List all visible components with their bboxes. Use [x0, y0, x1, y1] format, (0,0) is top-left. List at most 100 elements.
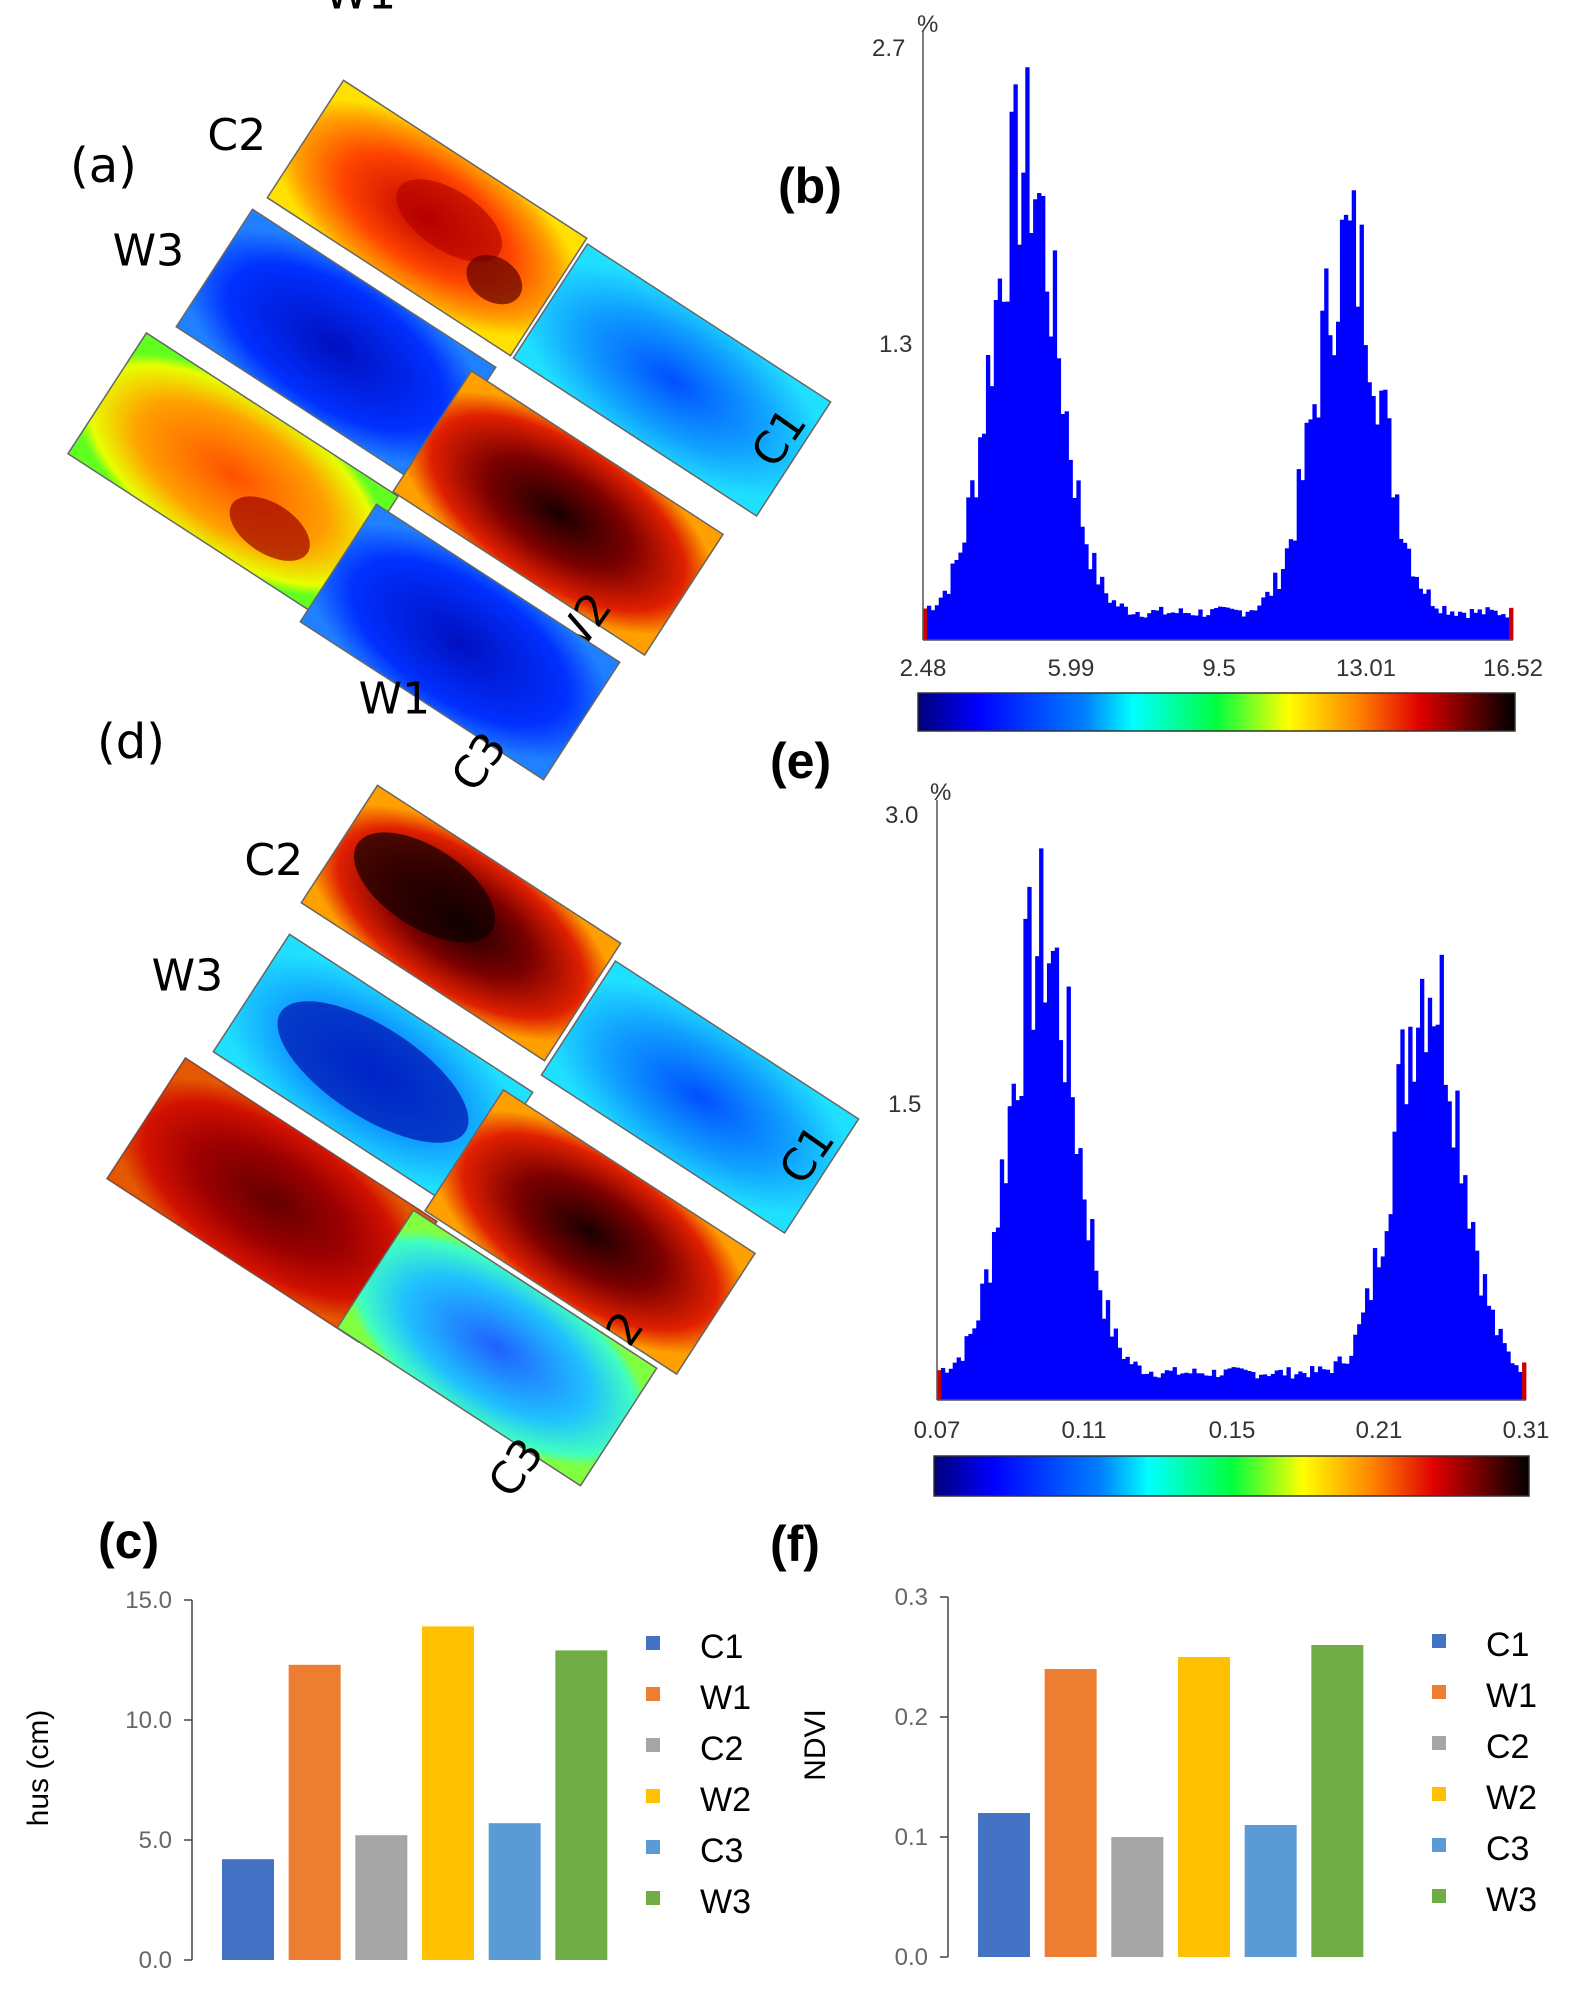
legend-label: C3 [1486, 1830, 1529, 1868]
panel-b: (b) 2.7 % 1.3 2.48 5.99 9.5 13.01 16.52 [778, 11, 1543, 732]
histogram-bar [1473, 612, 1478, 640]
histogram-bar [1300, 480, 1305, 640]
histogram-bar [1021, 172, 1026, 641]
histogram-bar [964, 1336, 969, 1400]
histogram-bar [1188, 1373, 1193, 1400]
histogram-bar [1046, 963, 1052, 1400]
histogram-bar [1170, 612, 1176, 640]
hist-e-xtick-3: 0.21 [1356, 1417, 1403, 1444]
histogram-bar [1152, 1376, 1158, 1400]
histogram-bar [1127, 614, 1132, 640]
map-d-c2-label: C2 [244, 835, 303, 886]
histogram-bar [1438, 613, 1443, 640]
histogram-bar [993, 300, 999, 640]
histogram-bar [942, 590, 947, 640]
histogram-bar [1286, 1367, 1291, 1400]
bar-y-tick-label: 10.0 [125, 1707, 172, 1734]
histogram-bar [1336, 321, 1341, 640]
histogram-bar [1306, 1377, 1311, 1400]
panel-a-label: (a) [70, 138, 137, 194]
histogram-bar [1121, 1358, 1126, 1400]
legend-swatch [1432, 1787, 1446, 1801]
histogram-bar [1329, 1373, 1334, 1400]
histogram-bar [1463, 1175, 1468, 1400]
histogram-bar [1086, 1240, 1091, 1400]
histogram-bar [1103, 593, 1109, 640]
histogram-bar [1368, 1300, 1374, 1400]
histogram-bar [1372, 1248, 1378, 1400]
histogram-bar [1041, 195, 1046, 640]
histogram-bar [1029, 233, 1034, 640]
hist-b-xtick-3: 13.01 [1336, 655, 1396, 682]
histogram-bar [1229, 608, 1235, 640]
bar-c1 [978, 1813, 1030, 1957]
histogram-bar [1467, 1228, 1472, 1400]
histogram-bar [1194, 615, 1199, 640]
histogram-bar [1200, 1373, 1205, 1400]
legend-swatch [646, 1636, 660, 1650]
histogram-bar [1477, 609, 1482, 640]
histogram-bar [1494, 1335, 1499, 1400]
histogram-bar [1117, 1347, 1122, 1400]
histogram-bar [1001, 301, 1006, 640]
histogram-bar [1090, 1219, 1095, 1400]
histogram-bar [1324, 268, 1329, 640]
histogram-bar [1502, 1343, 1507, 1400]
map-d-c1: C1 [540, 959, 860, 1235]
histogram-bar [1155, 610, 1160, 640]
histogram-bar [938, 597, 944, 640]
histogram-bar [1123, 606, 1128, 640]
histogram-bar [1490, 1309, 1495, 1400]
histogram-bar [1052, 250, 1058, 640]
histogram-bar [937, 1370, 942, 1400]
histogram-bar [985, 355, 991, 640]
histogram-bar [1025, 67, 1030, 641]
histogram-bar [950, 563, 955, 640]
histogram-bar [1080, 526, 1085, 640]
histogram-bar [1176, 1374, 1181, 1400]
histogram-bar [1262, 1374, 1268, 1400]
histogram-bar [1111, 600, 1117, 640]
histogram-bar [1094, 1270, 1099, 1400]
legend-swatch [646, 1738, 660, 1752]
histogram-bar [1204, 1375, 1209, 1400]
histogram-bar [1451, 1147, 1456, 1400]
histogram-bar [1514, 1365, 1519, 1400]
histogram-bar [1109, 1336, 1115, 1400]
histogram-bar [962, 542, 967, 640]
histogram-bar [1461, 612, 1467, 640]
map-d-w1: W1 [300, 673, 622, 1062]
histogram-bar [966, 497, 971, 640]
legend-label: C1 [700, 1628, 743, 1666]
histogram-bar [1379, 390, 1384, 640]
histogram-bar [1097, 1290, 1103, 1400]
histogram-bar [1355, 306, 1360, 640]
histogram-bar [1035, 956, 1040, 1400]
bar-w2 [422, 1626, 474, 1960]
histogram-bar [1241, 616, 1246, 640]
histogram-bar [1416, 1027, 1421, 1400]
legend-swatch [646, 1840, 660, 1854]
histogram-bar [1510, 1363, 1515, 1400]
histogram-bar [956, 1357, 961, 1400]
bar-w2 [1178, 1657, 1230, 1957]
histogram-bar [1017, 244, 1022, 640]
bar-c3 [1244, 1825, 1297, 1957]
histogram-bar [1151, 610, 1156, 640]
histogram-bar [1261, 597, 1266, 640]
histogram-bar [1431, 1026, 1437, 1400]
histogram-bar [1243, 1369, 1248, 1400]
histogram-bar [1392, 1131, 1397, 1400]
histogram-bar [1019, 1095, 1024, 1400]
histogram-bar [1337, 1356, 1342, 1400]
histogram-bar [1347, 220, 1353, 640]
histogram-bar [1064, 411, 1069, 640]
histogram-bar [1115, 606, 1121, 640]
histogram-bar [974, 497, 979, 640]
histogram-bar [1023, 918, 1028, 1400]
histogram-bar [1206, 615, 1211, 640]
bar-c2 [1111, 1837, 1164, 1957]
histogram-bar [1218, 606, 1223, 640]
histogram-bar [1180, 1373, 1185, 1400]
legend-label: C3 [700, 1832, 743, 1870]
